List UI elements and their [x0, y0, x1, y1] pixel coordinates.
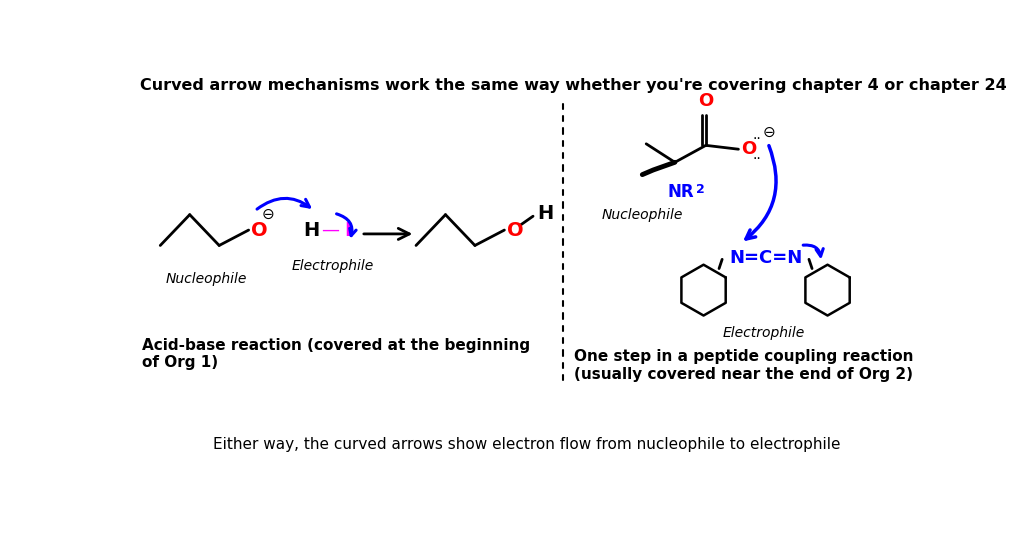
- Text: H: H: [537, 203, 553, 222]
- Text: O: O: [741, 140, 756, 158]
- Text: —: —: [321, 221, 339, 239]
- Text: 2: 2: [696, 183, 704, 196]
- Text: NR: NR: [667, 183, 694, 201]
- Text: One step in a peptide coupling reaction
(usually covered near the end of Org 2): One step in a peptide coupling reaction …: [574, 349, 914, 382]
- Text: O: O: [698, 92, 713, 110]
- Text: Nucleophile: Nucleophile: [601, 208, 683, 222]
- Text: Curved arrow mechanisms work the same way whether you're covering chapter 4 or c: Curved arrow mechanisms work the same wa…: [140, 78, 1006, 92]
- Text: ⊖: ⊖: [763, 125, 776, 140]
- Text: O: O: [507, 220, 523, 239]
- Text: Either way, the curved arrows show electron flow from nucleophile to electrophil: Either way, the curved arrows show elect…: [213, 437, 841, 452]
- Text: N=C=N: N=C=N: [729, 249, 802, 267]
- Text: Nucleophile: Nucleophile: [166, 273, 247, 286]
- Text: O: O: [251, 220, 267, 239]
- Text: H: H: [303, 220, 319, 239]
- Text: ⊖: ⊖: [261, 207, 274, 222]
- Text: ⋅⋅: ⋅⋅: [752, 132, 762, 146]
- Text: Electrophile: Electrophile: [723, 326, 805, 341]
- Text: ⋅⋅: ⋅⋅: [752, 152, 762, 166]
- Text: I: I: [344, 220, 352, 239]
- Text: Electrophile: Electrophile: [292, 259, 374, 273]
- Text: Acid-base reaction (covered at the beginning
of Org 1): Acid-base reaction (covered at the begin…: [143, 338, 530, 370]
